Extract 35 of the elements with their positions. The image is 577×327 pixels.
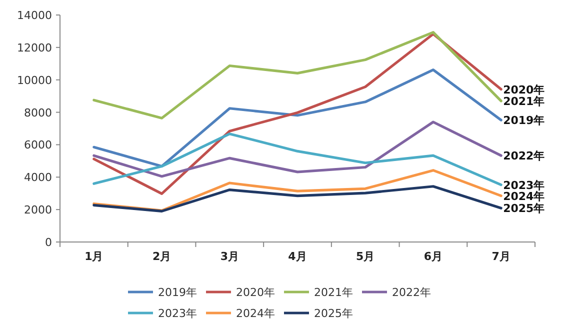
y-tick-label: 8000 xyxy=(24,106,52,120)
x-tick-label: 7月 xyxy=(492,250,510,263)
line-series xyxy=(92,68,502,168)
y-tick-label: 12000 xyxy=(17,41,52,54)
legend-label: 2019年 xyxy=(158,286,197,299)
x-tick-label: 6月 xyxy=(424,250,443,263)
text: 2023年 xyxy=(503,178,545,192)
y-tick-label: 10000 xyxy=(17,74,52,87)
y-tick-label: 6000 xyxy=(24,138,52,152)
y-tick-label: 0 xyxy=(45,236,52,249)
line-series xyxy=(92,185,502,212)
x-tick-label: 1月 xyxy=(84,250,104,263)
text: 2022年 xyxy=(503,150,545,163)
y-tick-label: 14000 xyxy=(17,9,52,22)
x-tick-label: 2月 xyxy=(152,250,172,263)
legend-label: 2022年 xyxy=(392,286,431,299)
line-series xyxy=(92,120,502,178)
x-tick-label: 3月 xyxy=(220,250,239,263)
x-tick-label: 4月 xyxy=(288,250,307,263)
text: 2025年 xyxy=(503,202,545,216)
legend-label: 2023年 xyxy=(158,307,197,320)
x-tick-label: 5月 xyxy=(356,250,375,263)
line-series xyxy=(92,32,502,195)
legend-label: 2024年 xyxy=(236,307,275,320)
legend-label: 2021年 xyxy=(314,286,353,299)
text: 2024年 xyxy=(503,190,545,203)
y-tick-label: 2000 xyxy=(24,204,52,217)
text: 2019年 xyxy=(503,114,545,128)
text: 2020年 xyxy=(503,83,545,96)
text: 2021年 xyxy=(503,94,545,108)
y-tick-label: 4000 xyxy=(24,171,52,184)
line-series xyxy=(92,132,502,186)
legend-label: 2025年 xyxy=(314,307,353,320)
line-series xyxy=(92,31,502,120)
legend-label: 2020年 xyxy=(236,286,275,299)
